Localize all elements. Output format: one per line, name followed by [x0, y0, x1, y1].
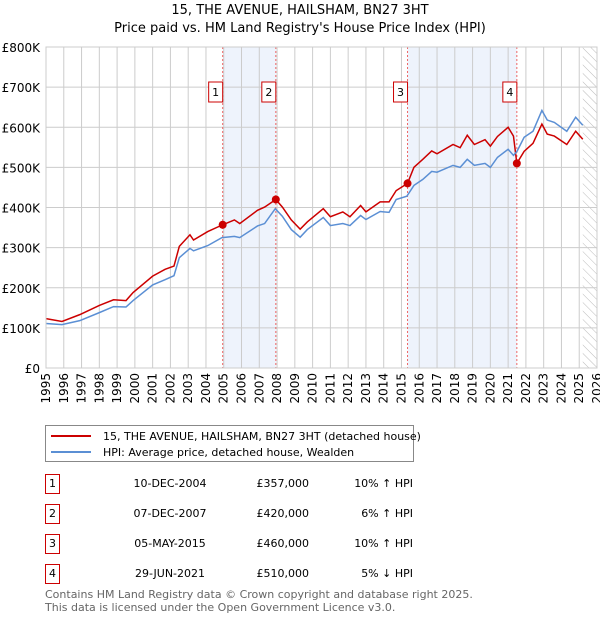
sale-number: 1 — [45, 474, 60, 494]
x-tick-label: 1995 — [39, 373, 53, 404]
sale-number: 2 — [45, 504, 60, 524]
x-tick-label: 2006 — [235, 373, 249, 404]
sale-number: 3 — [45, 534, 60, 554]
x-tick-label: 2005 — [217, 373, 231, 404]
legend-label-hpi: HPI: Average price, detached house, Weal… — [103, 445, 355, 459]
sale-point-3 — [403, 179, 412, 188]
sale-price: £460,000 — [256, 537, 310, 550]
sale-row: 4 29-JUN-2021 £510,000 5% ↓ HPI — [45, 564, 413, 584]
x-tick-label: 2021 — [501, 373, 515, 404]
sale-price: £357,000 — [256, 477, 310, 490]
x-tick-label: 2000 — [128, 373, 142, 404]
sale-row: 2 07-DEC-2007 £420,000 6% ↑ HPI — [45, 504, 413, 524]
sale-point-4 — [512, 159, 521, 168]
sale-hpi-diff: 10% ↑ HPI — [354, 477, 413, 490]
x-tick-label: 2003 — [181, 373, 195, 404]
sale-point-2 — [271, 195, 280, 204]
sale-label-1: 1 — [212, 86, 219, 99]
x-tick-label: 2004 — [199, 373, 213, 404]
x-tick-label: 2020 — [483, 373, 497, 404]
hpi-line — [45, 108, 584, 326]
x-tick-label: 2011 — [323, 373, 337, 404]
legend-swatch-hpi — [51, 451, 91, 453]
footer-licence: This data is licensed under the Open Gov… — [45, 601, 396, 614]
legend-label-property: 15, THE AVENUE, HAILSHAM, BN27 3HT (deta… — [103, 429, 421, 443]
x-tick-label: 2023 — [537, 373, 551, 404]
sale-label-4: 4 — [506, 86, 513, 99]
x-tick-label: 2001 — [146, 373, 160, 404]
x-tick-label: 1997 — [75, 373, 89, 404]
sale-date: 07-DEC-2007 — [133, 507, 207, 520]
sale-label-box-3 — [393, 81, 409, 103]
y-tick-label: £700K — [2, 81, 42, 95]
y-tick-label: £600K — [2, 121, 42, 135]
chart-subtitle: Price paid vs. HM Land Registry's House … — [114, 21, 486, 36]
sale-row: 1 10-DEC-2004 £357,000 10% ↑ HPI — [45, 474, 413, 494]
y-tick-label: £300K — [2, 242, 42, 256]
sale-label-2: 2 — [265, 86, 272, 99]
x-tick-label: 2025 — [572, 373, 586, 404]
x-tick-label: 1999 — [110, 373, 124, 404]
x-tick-label: 2019 — [466, 373, 480, 404]
sale-date: 29-JUN-2021 — [134, 567, 206, 580]
sale-label-box-2 — [261, 81, 277, 103]
chart-title: 15, THE AVENUE, HAILSHAM, BN27 3HT — [171, 3, 429, 18]
price-chart: 1995 1996 1997 1998 1999 2000 2001 2002 2003 2004… — [2, 41, 600, 404]
x-tick-label: 2009 — [288, 373, 302, 404]
x-tick-label: 2013 — [359, 373, 373, 404]
sale-hpi-diff: 5% ↓ HPI — [361, 567, 413, 580]
sale-label-box-4 — [502, 81, 518, 103]
sale-price: £510,000 — [256, 567, 310, 580]
x-tick-label: 2010 — [306, 373, 320, 404]
y-tick-label: £100K — [2, 322, 42, 336]
sale-hpi-diff: 10% ↑ HPI — [354, 537, 413, 550]
sale-hpi-diff: 6% ↑ HPI — [361, 507, 413, 520]
y-tick-label: £0 — [25, 362, 40, 376]
x-tick-label: 2007 — [252, 373, 266, 404]
sale-number: 4 — [45, 564, 60, 584]
footer-copyright: Contains HM Land Registry data © Crown c… — [45, 588, 473, 601]
x-tick-label: 2016 — [412, 373, 426, 404]
sale-price: £420,000 — [256, 507, 310, 520]
x-tick-label: 1996 — [57, 373, 71, 404]
y-tick-label: £400K — [2, 202, 42, 216]
sale-date: 05-MAY-2015 — [134, 537, 206, 550]
y-tick-label: £200K — [2, 282, 42, 296]
x-tick-label: 2026 — [590, 373, 600, 404]
x-tick-label: 2014 — [377, 373, 391, 404]
x-tick-label: 2002 — [163, 373, 177, 404]
sale-label-3: 3 — [397, 86, 404, 99]
property-price-line — [45, 122, 584, 323]
sale-date: 10-DEC-2004 — [133, 477, 207, 490]
x-tick-label: 2008 — [270, 373, 284, 404]
x-tick-label: 2022 — [519, 373, 533, 404]
x-tick-label: 2017 — [430, 373, 444, 404]
x-tick-label: 2015 — [394, 373, 408, 404]
x-tick-label: 2024 — [554, 373, 568, 404]
y-tick-label: £500K — [2, 161, 42, 175]
sale-point-1 — [218, 220, 227, 229]
plot-border — [45, 46, 598, 369]
sale-row: 3 05-MAY-2015 £460,000 10% ↑ HPI — [45, 534, 413, 554]
x-tick-label: 2012 — [341, 373, 355, 404]
sale-label-box-1 — [208, 81, 224, 103]
x-tick-label: 2018 — [448, 373, 462, 404]
legend-swatch-property — [51, 435, 91, 437]
x-tick-label: 1998 — [92, 373, 106, 404]
y-tick-label: £800K — [2, 41, 42, 55]
legend: 15, THE AVENUE, HAILSHAM, BN27 3HT (deta… — [45, 425, 421, 462]
